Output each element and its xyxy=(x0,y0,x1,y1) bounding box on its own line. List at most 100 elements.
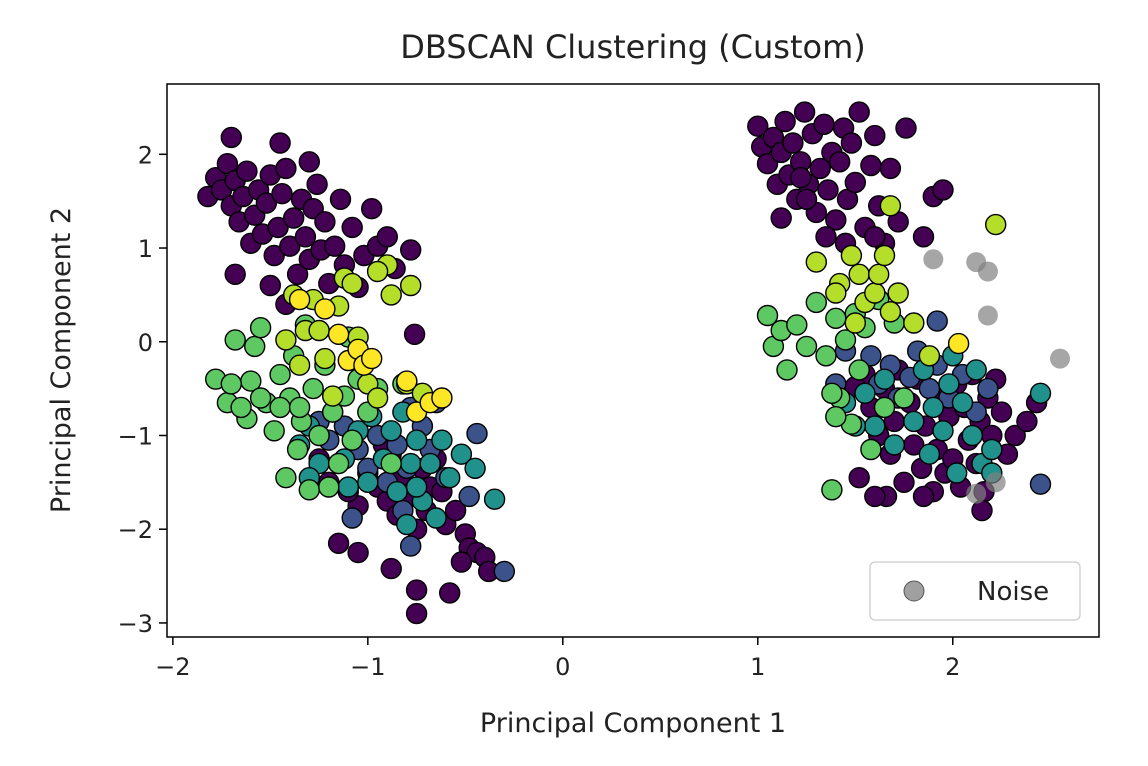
data-point xyxy=(782,132,804,154)
data-point xyxy=(947,332,970,355)
data-point xyxy=(450,443,473,465)
data-point xyxy=(361,347,383,370)
data-point xyxy=(288,288,311,311)
data-point xyxy=(893,471,915,493)
data-point xyxy=(403,323,426,345)
data-point xyxy=(298,479,320,501)
noise-point xyxy=(923,249,944,270)
data-point xyxy=(903,410,925,433)
data-point xyxy=(977,377,999,400)
data-point xyxy=(821,479,843,501)
data-point xyxy=(236,160,258,182)
data-point xyxy=(396,370,418,392)
chart-title: DBSCAN Clustering (Custom) xyxy=(400,28,865,66)
data-point xyxy=(879,157,902,180)
data-point xyxy=(844,312,866,334)
data-point xyxy=(815,345,837,367)
data-point xyxy=(848,467,870,489)
data-point xyxy=(873,396,896,419)
data-point xyxy=(444,499,467,522)
data-point xyxy=(439,467,461,489)
data-point xyxy=(298,151,320,173)
data-point xyxy=(366,387,389,409)
data-point xyxy=(864,485,886,508)
data-point xyxy=(1004,424,1026,447)
data-point xyxy=(813,113,835,136)
data-point xyxy=(302,377,324,400)
data-point xyxy=(419,452,441,475)
data-point xyxy=(848,359,870,381)
data-point xyxy=(286,263,309,285)
data-point xyxy=(848,101,870,123)
series-cluster-4 xyxy=(275,195,1007,409)
data-point xyxy=(361,197,383,220)
data-point xyxy=(450,551,473,573)
series-cluster-5 xyxy=(288,288,970,423)
data-point xyxy=(981,438,1003,461)
y-tick-label: −3 xyxy=(118,610,153,638)
data-point xyxy=(493,560,515,583)
data-point xyxy=(400,535,422,557)
data-point xyxy=(825,307,847,329)
data-point xyxy=(405,476,428,498)
data-point xyxy=(400,274,422,297)
data-point xyxy=(821,382,843,404)
legend: Noise xyxy=(869,561,1081,621)
data-point xyxy=(431,387,453,409)
data-point xyxy=(324,235,346,257)
data-point xyxy=(224,329,246,351)
data-point xyxy=(269,132,291,154)
data-point xyxy=(439,582,461,604)
data-point xyxy=(341,429,363,451)
data-point xyxy=(873,368,896,390)
data-point xyxy=(306,173,328,196)
data-point xyxy=(854,382,876,404)
legend-noise-marker xyxy=(903,580,925,602)
data-point xyxy=(860,345,882,367)
data-point xyxy=(860,154,882,177)
data-point xyxy=(288,396,311,419)
data-point xyxy=(314,298,336,320)
data-point xyxy=(249,317,272,339)
data-point xyxy=(1029,473,1052,495)
data-point xyxy=(961,424,983,447)
noise-point xyxy=(966,483,987,504)
data-point xyxy=(327,452,350,475)
data-point xyxy=(341,216,363,239)
y-tick-label: 2 xyxy=(138,141,153,169)
data-point xyxy=(893,387,915,409)
data-point xyxy=(267,216,289,239)
x-tick-label: −1 xyxy=(350,653,385,681)
data-point xyxy=(249,387,272,409)
data-point xyxy=(825,209,847,231)
data-point xyxy=(868,263,890,285)
data-point xyxy=(327,532,350,554)
data-point xyxy=(327,323,350,345)
data-point xyxy=(308,424,330,447)
data-point xyxy=(903,312,925,334)
y-axis-label: Principal Component 2 xyxy=(46,207,77,513)
data-point xyxy=(380,452,402,475)
data-point xyxy=(932,420,954,442)
data-point xyxy=(271,182,293,205)
data-point xyxy=(793,101,816,123)
noise-point xyxy=(977,261,998,282)
data-point xyxy=(918,345,941,367)
data-point xyxy=(279,235,301,257)
data-point xyxy=(380,284,402,306)
data-point xyxy=(829,151,851,173)
data-point xyxy=(405,579,428,601)
data-point xyxy=(840,132,863,154)
data-point xyxy=(269,363,291,386)
data-point xyxy=(341,272,363,295)
x-axis-label: Principal Component 1 xyxy=(480,708,786,739)
legend-noise-label: Noise xyxy=(977,577,1049,607)
data-point xyxy=(263,244,285,267)
data-point xyxy=(756,152,779,175)
data-point xyxy=(795,335,818,358)
data-point xyxy=(329,188,352,211)
data-point xyxy=(400,239,422,261)
data-point xyxy=(774,110,796,133)
